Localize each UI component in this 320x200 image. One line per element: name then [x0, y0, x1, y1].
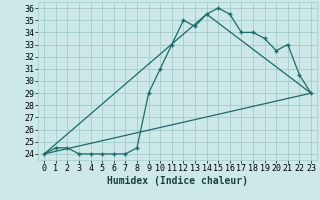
X-axis label: Humidex (Indice chaleur): Humidex (Indice chaleur) — [107, 176, 248, 186]
